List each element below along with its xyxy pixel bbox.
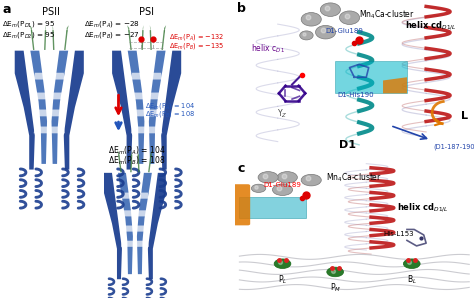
Circle shape xyxy=(300,31,313,40)
Text: $\Delta$E$_m$(P$_{D1}$) = 95: $\Delta$E$_m$(P$_{D1}$) = 95 xyxy=(2,19,56,30)
Polygon shape xyxy=(34,73,65,80)
Text: D1-His190: D1-His190 xyxy=(337,92,374,98)
Circle shape xyxy=(274,259,291,268)
Polygon shape xyxy=(121,241,149,247)
Text: D1-Glu189: D1-Glu189 xyxy=(326,28,364,34)
Polygon shape xyxy=(64,51,84,170)
Text: $\Delta$E$_m$(P$_A$) = −28: $\Delta$E$_m$(P$_A$) = −28 xyxy=(84,19,140,30)
Polygon shape xyxy=(137,150,138,158)
Polygon shape xyxy=(131,73,162,80)
Polygon shape xyxy=(34,93,65,99)
Text: P$_L$: P$_L$ xyxy=(278,273,287,286)
Polygon shape xyxy=(239,197,306,218)
Polygon shape xyxy=(67,25,69,34)
Text: Y$_Z$: Y$_Z$ xyxy=(277,108,288,120)
Text: PSI: PSI xyxy=(139,7,154,18)
Text: a: a xyxy=(2,3,11,16)
Polygon shape xyxy=(164,25,166,34)
Text: c: c xyxy=(237,162,245,175)
Polygon shape xyxy=(131,110,162,116)
Polygon shape xyxy=(34,127,65,133)
Polygon shape xyxy=(383,77,407,93)
Polygon shape xyxy=(137,173,152,274)
Text: His-L153: His-L153 xyxy=(383,231,414,237)
Text: $\Delta$E$_m$(P$_B$) = −27: $\Delta$E$_m$(P$_B$) = −27 xyxy=(84,30,140,40)
Polygon shape xyxy=(335,61,407,93)
Polygon shape xyxy=(151,150,153,158)
Polygon shape xyxy=(30,51,47,164)
Polygon shape xyxy=(131,150,132,158)
Circle shape xyxy=(258,172,278,183)
Polygon shape xyxy=(143,25,144,34)
Polygon shape xyxy=(112,51,132,170)
Text: $\Delta$E$_m$(P$_B$) = 108: $\Delta$E$_m$(P$_B$) = 108 xyxy=(108,155,165,167)
Polygon shape xyxy=(121,193,149,199)
FancyBboxPatch shape xyxy=(232,184,250,225)
Text: (D1-187-190): (D1-187-190) xyxy=(433,143,474,150)
Polygon shape xyxy=(121,226,149,232)
Polygon shape xyxy=(117,150,119,158)
Polygon shape xyxy=(128,51,145,164)
Polygon shape xyxy=(127,25,129,34)
Text: $\Delta$E$_m$(P$_A$) = 104: $\Delta$E$_m$(P$_A$) = 104 xyxy=(108,145,165,157)
Polygon shape xyxy=(30,25,32,34)
Text: B$_L$: B$_L$ xyxy=(407,273,417,286)
Polygon shape xyxy=(121,210,149,216)
Text: helix cd$_{D1/L}$: helix cd$_{D1/L}$ xyxy=(397,201,449,214)
Text: $\Delta$E$_m$(P$_A$) = −132: $\Delta$E$_m$(P$_A$) = −132 xyxy=(169,32,224,42)
Polygon shape xyxy=(118,173,133,274)
Circle shape xyxy=(251,184,266,193)
Polygon shape xyxy=(131,93,162,99)
Circle shape xyxy=(301,13,321,26)
Text: $\Delta$E$_m$(P$_B$) = −135: $\Delta$E$_m$(P$_B$) = −135 xyxy=(169,41,224,51)
Polygon shape xyxy=(52,51,68,164)
Text: helix c$_{D1}$: helix c$_{D1}$ xyxy=(251,42,285,55)
Text: P$_M$: P$_M$ xyxy=(329,282,341,294)
Circle shape xyxy=(320,3,340,16)
Text: D1-Glu189: D1-Glu189 xyxy=(264,182,301,188)
Polygon shape xyxy=(104,173,122,279)
Text: $\Delta$E$_m$(P$_A$) = 104: $\Delta$E$_m$(P$_A$) = 104 xyxy=(146,101,196,111)
Polygon shape xyxy=(131,127,162,133)
Circle shape xyxy=(277,172,297,183)
Polygon shape xyxy=(161,51,181,170)
Polygon shape xyxy=(148,173,166,279)
Polygon shape xyxy=(150,25,151,34)
Text: PSII: PSII xyxy=(42,7,59,18)
Circle shape xyxy=(316,25,336,39)
Text: Mn$_4$Ca-cluster: Mn$_4$Ca-cluster xyxy=(359,8,415,21)
Circle shape xyxy=(403,259,420,268)
Polygon shape xyxy=(34,110,65,116)
Text: L: L xyxy=(461,111,468,121)
Text: helix cd$_{D1/L}$: helix cd$_{D1/L}$ xyxy=(405,19,457,32)
Text: b: b xyxy=(237,1,246,15)
Circle shape xyxy=(301,174,321,186)
Text: $\Delta$E$_m$(P$_B$) = 108: $\Delta$E$_m$(P$_B$) = 108 xyxy=(146,109,196,119)
Text: $\Delta$E$_m$(P$_{D2}$) = 95: $\Delta$E$_m$(P$_{D2}$) = 95 xyxy=(2,30,56,40)
Text: Mn$_4$Ca-cluster: Mn$_4$Ca-cluster xyxy=(326,171,382,184)
Circle shape xyxy=(273,184,292,195)
Polygon shape xyxy=(15,51,35,170)
Circle shape xyxy=(327,267,344,277)
Text: D1: D1 xyxy=(338,140,356,150)
Circle shape xyxy=(339,11,360,24)
Polygon shape xyxy=(149,51,165,164)
